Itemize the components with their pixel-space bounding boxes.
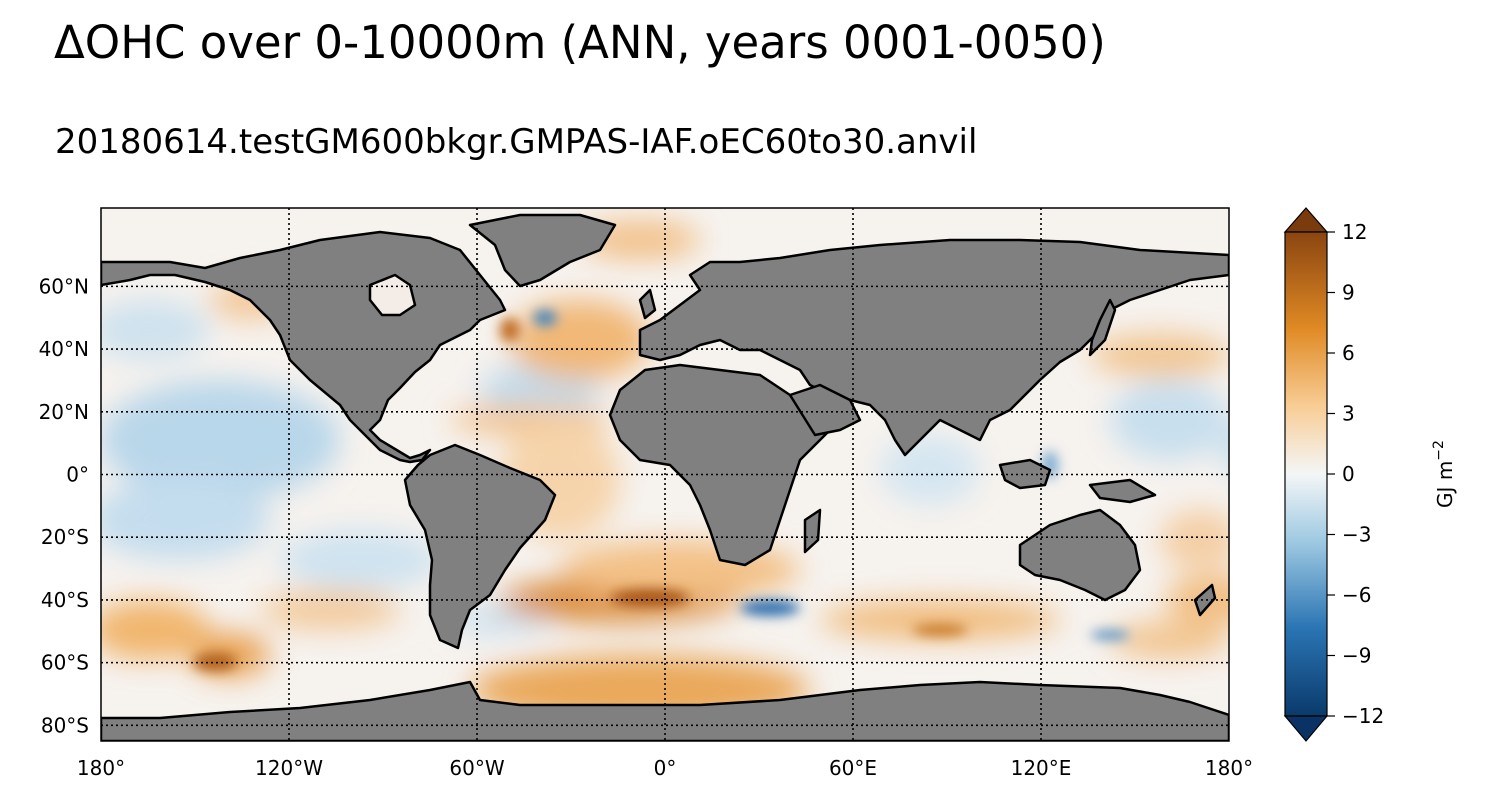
greenland-land	[468, 213, 617, 288]
latitude-tick-label: 20°S	[41, 525, 89, 549]
southeast-asia-islands	[998, 458, 1052, 490]
hudson-bay	[368, 273, 417, 317]
japan-land	[1088, 298, 1117, 357]
colorbar-tick-label: 9	[1342, 281, 1355, 305]
south-america-land	[403, 443, 557, 650]
antarctica-land	[101, 680, 1229, 741]
eurasia-land	[638, 238, 1229, 457]
colorbar-tick-label: −3	[1342, 523, 1371, 547]
land-masses	[101, 213, 1229, 741]
figure-title: ΔOHC over 0-10000m (ANN, years 0001-0050…	[54, 16, 1106, 69]
figure-subtitle: 20180614.testGM600bkgr.GMPAS-IAF.oEC60to…	[55, 122, 978, 162]
colorbar-tick-label: 12	[1342, 220, 1367, 244]
colorbar-tick-labels: 12 9 6 3 0 −3 −6 −9 −12	[1327, 220, 1384, 728]
australia-land	[1018, 508, 1142, 602]
map-frame	[100, 207, 1230, 742]
new-zealand-land	[1193, 583, 1217, 617]
british-isles-land	[638, 288, 657, 320]
madagascar-land	[803, 508, 822, 554]
latitude-tick-label: 20°N	[39, 400, 89, 424]
latitude-tick-label: 60°S	[41, 651, 89, 675]
arabian-peninsula-land	[788, 383, 862, 437]
longitude-tick-label: 60°E	[829, 756, 877, 780]
colorbar-label: GJ m−2	[1431, 440, 1457, 508]
colorbar-extend-max	[1283, 207, 1329, 233]
colorbar-tick-label: 3	[1342, 402, 1355, 426]
latitude-tick-label: 0°	[66, 463, 89, 487]
colorbar-extend-min	[1283, 715, 1329, 742]
latitude-tick-label: 80°S	[41, 713, 89, 737]
colorbar-tick-label: −9	[1342, 644, 1371, 668]
colorbar-tick-label: −12	[1342, 704, 1384, 728]
longitude-tick-label: 180°	[1205, 756, 1253, 780]
colorbar-tick-label: −6	[1342, 583, 1371, 607]
colorbar-gradient	[1284, 231, 1328, 717]
colorbar-tick-label: 0	[1342, 462, 1355, 486]
latitude-tick-label: 40°S	[41, 588, 89, 612]
colorbar-tick-label: 6	[1342, 341, 1355, 365]
new-guinea-land	[1088, 478, 1157, 504]
latitude-tick-label: 40°N	[39, 337, 89, 361]
latitude-tick-labels: 60°N 40°N 20°N 0° 20°S 40°S 60°S 80°S	[39, 274, 89, 737]
longitude-tick-label: 180°	[77, 756, 125, 780]
longitude-tick-label: 0°	[654, 756, 677, 780]
longitude-tick-label: 120°W	[255, 756, 323, 780]
longitude-tick-label: 120°E	[1011, 756, 1072, 780]
map-gridlines	[101, 208, 1229, 741]
longitude-tick-label: 60°W	[449, 756, 504, 780]
longitude-tick-labels: 180° 120°W 60°W 0° 60°E 120°E 180°	[77, 756, 1253, 780]
latitude-tick-label: 60°N	[39, 274, 89, 298]
colorbar: 12 9 6 3 0 −3 −6 −9 −12 GJ m−2	[1283, 207, 1457, 742]
